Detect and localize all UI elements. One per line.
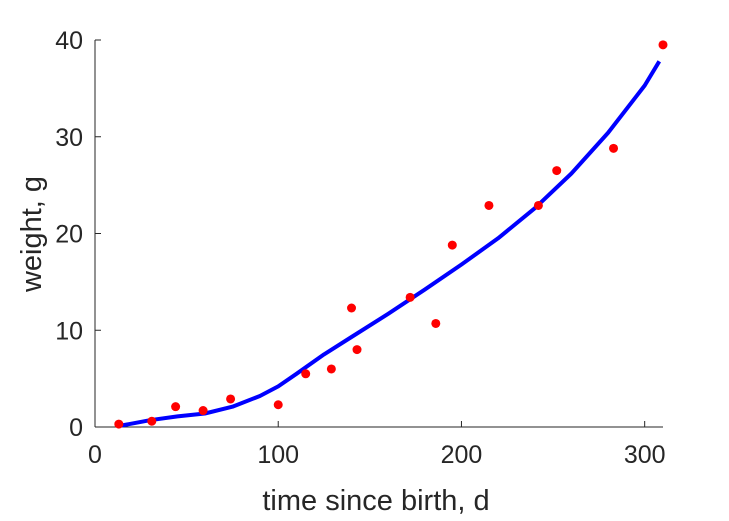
data-point — [326, 364, 336, 374]
data-point — [347, 303, 357, 313]
y-ticks: 0 10 20 30 40 — [55, 27, 101, 442]
x-axis: 0 100 200 300 — [88, 421, 666, 469]
data-point — [552, 166, 562, 176]
y-axis-label: weight, g — [16, 176, 48, 293]
y-axis: 0 10 20 30 40 — [55, 27, 101, 442]
y-tick-label: 30 — [55, 124, 83, 152]
plot-area — [114, 40, 668, 429]
data-point — [484, 200, 494, 210]
data-point — [609, 143, 619, 153]
x-tick-label: 0 — [88, 441, 102, 469]
x-tick-label: 100 — [257, 441, 299, 469]
x-ticks: 0 100 200 300 — [88, 421, 666, 469]
data-point — [352, 345, 362, 355]
data-point — [171, 402, 181, 412]
data-point — [431, 318, 441, 328]
data-point — [147, 416, 157, 426]
y-tick-label: 0 — [69, 414, 83, 442]
y-tick-label: 20 — [55, 221, 83, 249]
data-point — [533, 200, 543, 210]
data-point — [198, 406, 208, 416]
data-point — [301, 369, 311, 379]
data-point — [658, 40, 668, 50]
y-tick-label: 10 — [55, 317, 83, 345]
data-point — [405, 292, 415, 302]
data-point — [447, 240, 457, 250]
y-tick-label: 40 — [55, 27, 83, 55]
fit-curve — [118, 60, 662, 428]
x-tick-label: 200 — [441, 441, 483, 469]
x-axis-label: time since birth, d — [262, 485, 489, 517]
data-point — [273, 400, 283, 410]
x-tick-label: 300 — [624, 441, 666, 469]
data-point — [114, 419, 124, 429]
data-point — [226, 394, 236, 404]
